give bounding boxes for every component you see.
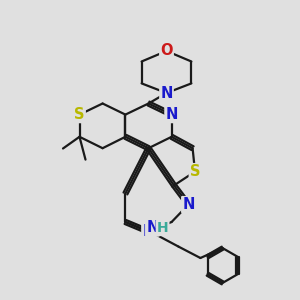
Text: H: H — [157, 221, 168, 235]
Text: N: N — [142, 224, 155, 239]
Text: N: N — [182, 197, 195, 212]
Text: S: S — [190, 164, 200, 179]
Text: N: N — [146, 220, 159, 236]
Text: N: N — [160, 85, 173, 100]
Text: S: S — [74, 107, 85, 122]
Text: N: N — [165, 107, 178, 122]
Text: O: O — [160, 44, 173, 59]
